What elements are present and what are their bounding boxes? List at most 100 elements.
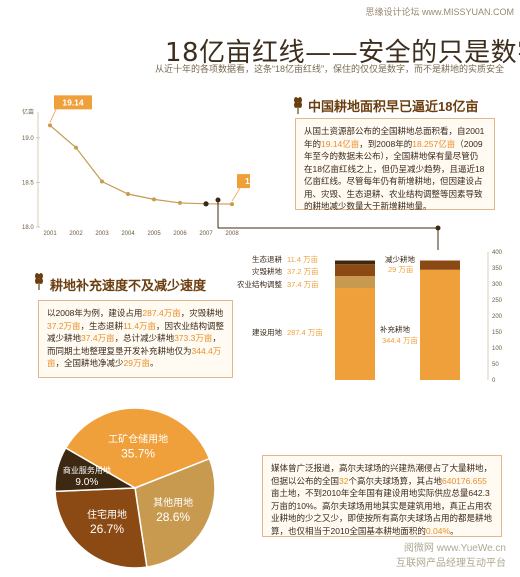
line-point	[100, 179, 104, 184]
bar-chart-axis: 0 50 100 150 200 250 300 350 400	[487, 250, 503, 384]
bar-value-label: 37.4 万亩	[287, 279, 319, 289]
bar-y-tick: 350	[492, 266, 503, 272]
pie-slice-label: 商业服务用地	[63, 465, 111, 475]
s2-h1: 287.4万亩	[142, 308, 181, 318]
s2-t10: ，而同期土地整理复垦开发补充耕地仅为	[47, 333, 221, 356]
line-y-tick: 18.5	[22, 180, 34, 186]
s1-t4: （2009年至今的数据未公布），全国耕地保有量尽管仍在18亿亩红线之上，但仍呈减…	[304, 138, 485, 212]
s2-t0: 以2008年为例，建设占用	[47, 308, 143, 318]
bar-chart-series	[335, 260, 460, 380]
bar-y-tick: 200	[492, 314, 503, 320]
pie-slice	[54, 487, 148, 569]
s3-h1: 32	[339, 475, 349, 486]
top-watermark: 思缘设计论坛 www.MISSYUAN.COM	[365, 7, 514, 17]
bar-value-label: 37.2 万亩	[287, 266, 319, 276]
s3-t0: 媒体曾广泛报道，高尔夫球场的兴建热潮侵占了大量耕地，但据以公布的全国	[271, 463, 493, 486]
bar-category-label: 生态退耕	[252, 254, 282, 264]
footer-line1: 阅微网 www.YueWe.cn	[403, 543, 506, 554]
line-point	[126, 192, 130, 197]
pie-slice-value: 28.6%	[156, 510, 190, 524]
line-annotation-leader	[231, 187, 241, 202]
s3-t2: 个高尔夫球场算，其占地	[348, 475, 442, 486]
section3-textbox: 媒体曾广泛报道，高尔夫球场的兴建热潮侵占了大量耕地，但据以公布的全国32个高尔夫…	[262, 455, 502, 537]
bar-segment	[420, 269, 460, 380]
wheat-icon	[35, 273, 43, 290]
line-y-tick: 18.0	[22, 225, 34, 231]
s3-t6: 。	[450, 525, 459, 536]
line-x-tick: 2005	[147, 231, 161, 237]
line-x-tick: 2004	[121, 231, 135, 237]
s2-h11: 344.4万亩	[47, 345, 222, 369]
s2-h3: 37.2万亩	[47, 320, 81, 331]
pie-slice	[54, 446, 138, 493]
page-subtitle: 从近十年的各项数据看，这条“18亿亩红线”，保住的仅仅是数字，而不是耕地的实质安…	[155, 64, 505, 74]
line-point	[230, 202, 234, 207]
s2-t4: ，生态退耕	[80, 320, 124, 331]
section2-textbox: 以2008年为例，建设占用287.4万亩，灾毁耕地 37.2万亩，生态退耕11.4…	[38, 300, 233, 378]
bar-value-label: 287.4 万亩	[287, 327, 323, 337]
pie-slice-label: 工矿仓储用地	[108, 433, 168, 446]
s2-h5: 11.4万亩	[123, 320, 156, 331]
line-point	[48, 123, 52, 128]
line-point	[178, 200, 182, 205]
line-x-tick: 2003	[95, 231, 109, 237]
bar-segment	[420, 260, 460, 270]
bar-y-tick: 300	[492, 282, 503, 288]
bar-y-tick: 150	[492, 330, 503, 336]
s3-h3: 640176.655	[442, 475, 487, 486]
line-x-tick: 2008	[225, 231, 239, 237]
s1-t2: ，到2008年的	[359, 138, 413, 149]
bar-value-label: 11.4 万亩	[287, 254, 319, 264]
pie-slice-label: 住宅用地	[87, 508, 127, 521]
line-annotation-leader	[49, 109, 57, 123]
section1-title: 中国耕地面积早已逼近18亿亩	[308, 99, 479, 114]
s2-h9: 373.3万亩	[174, 333, 213, 343]
line-chart-axes: 亿亩 19.0 18.5 18.0 2001 2002 2003 2004 2005 2006 20…	[22, 108, 239, 237]
s2-t6: ，因农业结构调整减少耕地	[47, 320, 224, 344]
line-point	[203, 201, 209, 207]
s2-t8: ，总计减少耕地	[114, 333, 175, 343]
pie-slice	[134, 457, 216, 568]
line-x-tick: 2007	[199, 231, 213, 237]
s1-t0: 从国土资源部公布的全国耕地总面积看，自2001年的	[304, 126, 485, 149]
s2-h13: 29万亩	[123, 358, 150, 368]
line-x-tick: 2001	[43, 231, 57, 237]
line-series-path	[49, 124, 233, 205]
pie-slice-value: 26.7%	[90, 522, 124, 536]
wheat-icon	[294, 97, 302, 114]
line-chart: 亿亩 19.0 18.5 18.0 2001 2002 2003 2004 2005 2006 20…	[22, 95, 250, 237]
bar-chart: 0 50 100 150 200 250 300 350 400 生态退耕 11.4 万亩灾毁耕地…	[237, 250, 503, 384]
bar-segment	[335, 264, 375, 277]
pie-slice-label: 其他用地	[153, 496, 193, 509]
s1-h1: 19.14亿亩	[321, 138, 360, 149]
footer-line2: 互联网产品经理互动平台	[396, 558, 506, 569]
section2-title: 耕地补充速度不及减少速度	[50, 278, 207, 293]
bar-segment	[335, 260, 375, 265]
line-point	[74, 145, 78, 150]
s1-h3: 18.257亿亩	[412, 138, 456, 149]
bar-y-tick: 50	[492, 362, 499, 368]
page-title: 18亿亩红线——安全的只是数字	[165, 38, 520, 68]
footer-watermark: 阅微网 www.YueWe.cn 互联网产品经理互动平台	[396, 539, 506, 569]
bar-category-label: 农业结构调整	[237, 279, 282, 289]
bar-y-tick: 250	[492, 298, 503, 304]
s3-h5: 0.04%	[425, 525, 451, 536]
line-annotation-box	[54, 95, 92, 110]
bar-category-label: 建设用地	[252, 327, 282, 337]
line-chart-series: 19.14 18.257	[48, 95, 250, 207]
bar-value-label: 29 万亩	[388, 264, 414, 274]
line-x-tick: 2006	[173, 231, 187, 237]
line-x-tick: 2002	[69, 231, 83, 237]
section1-textbox: 从国土资源部公布的全国耕地总面积看，自2001年的19.14亿亩，到2008年的…	[295, 118, 495, 212]
s2-t2: ，灾毁耕地	[180, 308, 224, 318]
bar-value-label: 344.4 万亩	[382, 335, 418, 345]
line-y-unit: 亿亩	[22, 108, 34, 116]
line-annotation-label: 19.14	[62, 97, 84, 107]
bar-category-label: 灾毁耕地	[252, 266, 282, 276]
line-annotation-box	[237, 174, 250, 189]
s2-t14: 。	[150, 358, 159, 368]
bar-y-tick: 0	[492, 378, 496, 384]
